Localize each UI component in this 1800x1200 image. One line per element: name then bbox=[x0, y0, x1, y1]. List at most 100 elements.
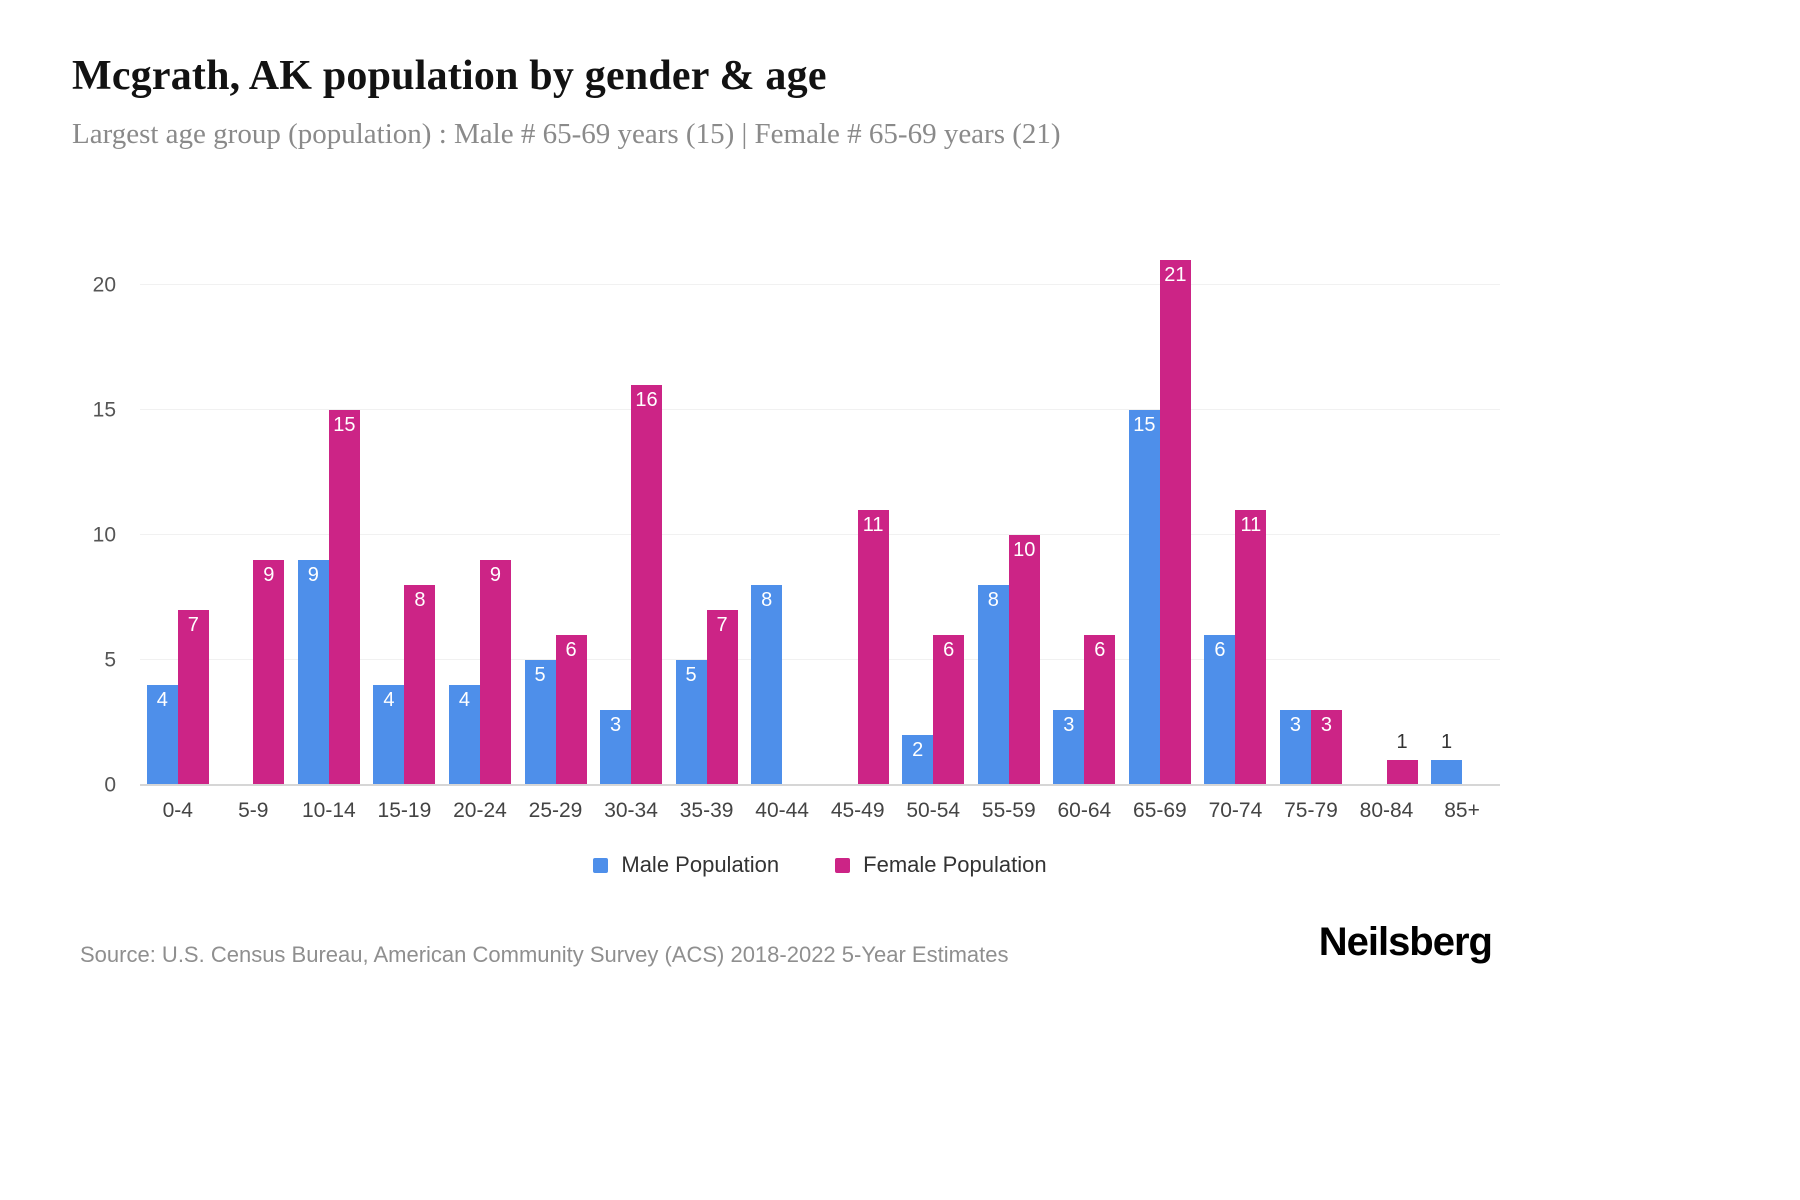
female-population-bar[interactable]: 6 bbox=[555, 635, 587, 785]
x-axis-label: 20-24 bbox=[453, 799, 507, 822]
male-population-bar[interactable]: 3 bbox=[1279, 710, 1311, 785]
female-population-bar[interactable]: 8 bbox=[404, 585, 436, 785]
plot-area: 4 7 0-4 9 5-9 9 15 10-14 4 8 15-19 4 9 20-24 5 6 25-29 3 1… bbox=[93, 260, 1500, 822]
bar-slot: 3 bbox=[1053, 260, 1085, 785]
male-population-bar[interactable]: 2 bbox=[902, 735, 934, 785]
x-axis-label: 30-34 bbox=[604, 799, 658, 822]
female-population-bar[interactable]: 11 bbox=[1235, 510, 1267, 785]
bar-slot: 11 bbox=[1235, 260, 1267, 785]
bar-group: 2 6 50-54 bbox=[902, 260, 965, 822]
legend-label: Male Population bbox=[621, 852, 780, 877]
x-axis-label: 80-84 bbox=[1359, 799, 1414, 822]
male-population-bar[interactable]: 6 bbox=[1204, 635, 1236, 785]
bar-slot: 9 bbox=[297, 260, 329, 785]
bar-value-label: 21 bbox=[1164, 264, 1187, 286]
legend-item[interactable]: Female Population bbox=[835, 852, 1047, 878]
bar-group: 5 7 35-39 bbox=[675, 260, 738, 822]
female-population-bar[interactable]: 9 bbox=[479, 560, 511, 785]
bar-value-label: 8 bbox=[761, 589, 773, 611]
bar-value-label: 6 bbox=[1094, 639, 1106, 661]
bar-group: 9 5-9 bbox=[222, 260, 285, 822]
gridline bbox=[140, 409, 1500, 410]
x-axis-label: 0-4 bbox=[162, 799, 193, 822]
female-population-bar[interactable]: 6 bbox=[1084, 635, 1116, 785]
y-axis-tick-label: 0 bbox=[104, 773, 116, 797]
male-population-bar[interactable]: 15 bbox=[1128, 410, 1160, 785]
bar-group: 4 9 20-24 bbox=[448, 260, 511, 822]
female-population-bar[interactable]: 7 bbox=[177, 610, 209, 785]
bar-group: 3 16 30-34 bbox=[600, 260, 663, 822]
male-population-bar[interactable] bbox=[1431, 760, 1463, 785]
bar-value-label: 4 bbox=[458, 689, 471, 711]
x-axis-label: 75-79 bbox=[1284, 799, 1338, 822]
bar-slot: 6 bbox=[1204, 260, 1236, 785]
brand-logo: Neilsberg bbox=[1318, 920, 1493, 964]
male-population-bar[interactable]: 8 bbox=[751, 585, 783, 785]
female-population-bar[interactable]: 3 bbox=[1310, 710, 1342, 785]
bar-slot: 9 bbox=[253, 260, 285, 785]
female-population-bar[interactable]: 10 bbox=[1008, 535, 1040, 785]
x-axis-label: 25-29 bbox=[528, 799, 583, 822]
x-axis-label: 5-9 bbox=[238, 799, 269, 822]
male-population-bar[interactable]: 8 bbox=[977, 585, 1009, 785]
bar-value-label: 1 bbox=[1396, 731, 1408, 753]
male-population-bar[interactable]: 4 bbox=[448, 685, 480, 785]
bar-slot: 3 bbox=[1279, 260, 1311, 785]
source-note: Source: U.S. Census Bureau, American Com… bbox=[80, 942, 1009, 967]
x-axis-label: 65-69 bbox=[1133, 799, 1187, 822]
bar-slot: 5 bbox=[675, 260, 707, 785]
bar-slot: 1 bbox=[1386, 260, 1418, 785]
bar-value-label: 3 bbox=[1289, 714, 1302, 736]
bar-value-label: 3 bbox=[1320, 714, 1333, 736]
bar-value-label: 9 bbox=[263, 564, 275, 586]
legend-swatch-icon bbox=[593, 857, 609, 873]
female-population-bar[interactable]: 6 bbox=[933, 635, 965, 785]
male-population-bar[interactable]: 4 bbox=[146, 685, 178, 785]
male-population-bar[interactable]: 5 bbox=[675, 660, 707, 785]
bar-slot bbox=[782, 260, 813, 785]
bar-value-label: 16 bbox=[635, 389, 658, 411]
male-population-bar[interactable]: 3 bbox=[600, 710, 632, 785]
female-population-bar[interactable]: 21 bbox=[1159, 260, 1191, 785]
chart-subtitle: Largest age group (population) : Male # … bbox=[72, 118, 1061, 150]
bar-slot: 7 bbox=[177, 260, 209, 785]
female-population-bar[interactable]: 9 bbox=[253, 560, 285, 785]
bar-group: 3 3 75-79 bbox=[1279, 260, 1342, 822]
bar-value-label: 4 bbox=[156, 689, 168, 711]
legend-item[interactable]: Male Population bbox=[593, 852, 779, 878]
bar-slot: 15 bbox=[328, 260, 360, 785]
bar-group: 11 45-49 bbox=[827, 260, 889, 822]
bar-group: 6 11 70-74 bbox=[1204, 260, 1267, 822]
bar-value-label: 15 bbox=[333, 414, 356, 436]
x-axis-label: 50-54 bbox=[906, 799, 961, 822]
bar-slot: 11 bbox=[857, 260, 889, 785]
x-axis-label: 70-74 bbox=[1208, 799, 1263, 822]
bar-value-label: 9 bbox=[307, 564, 319, 586]
male-population-bar[interactable]: 9 bbox=[297, 560, 329, 785]
female-population-bar[interactable]: 7 bbox=[706, 610, 738, 785]
x-axis-label: 55-59 bbox=[981, 799, 1036, 822]
female-population-bar[interactable]: 15 bbox=[328, 410, 360, 785]
male-population-bar[interactable]: 4 bbox=[373, 685, 405, 785]
bar-value-label: 15 bbox=[1133, 414, 1156, 436]
bar-value-label: 6 bbox=[943, 639, 955, 661]
bar-group: 9 15 10-14 bbox=[297, 260, 360, 822]
bar-slot: 3 bbox=[1310, 260, 1342, 785]
bar-value-label: 3 bbox=[609, 714, 622, 736]
gridline bbox=[140, 534, 1500, 535]
bar-value-label: 4 bbox=[383, 689, 395, 711]
male-population-bar[interactable]: 3 bbox=[1053, 710, 1085, 785]
bar-group: 1 80-84 bbox=[1356, 260, 1418, 822]
x-axis-label: 15-19 bbox=[377, 799, 432, 822]
female-population-bar[interactable]: 11 bbox=[857, 510, 889, 785]
bar-value-label: 1 bbox=[1441, 731, 1453, 753]
bar-slot: 7 bbox=[706, 260, 738, 785]
bar-slot: 6 bbox=[555, 260, 587, 785]
bar-slot: 4 bbox=[373, 260, 405, 785]
bar-slot: 8 bbox=[751, 260, 783, 785]
bar-slot: 6 bbox=[933, 260, 965, 785]
male-population-bar[interactable]: 5 bbox=[524, 660, 556, 785]
female-population-bar[interactable]: 16 bbox=[631, 385, 663, 785]
bar-group: 4 8 15-19 bbox=[373, 260, 436, 822]
female-population-bar[interactable] bbox=[1386, 760, 1418, 785]
